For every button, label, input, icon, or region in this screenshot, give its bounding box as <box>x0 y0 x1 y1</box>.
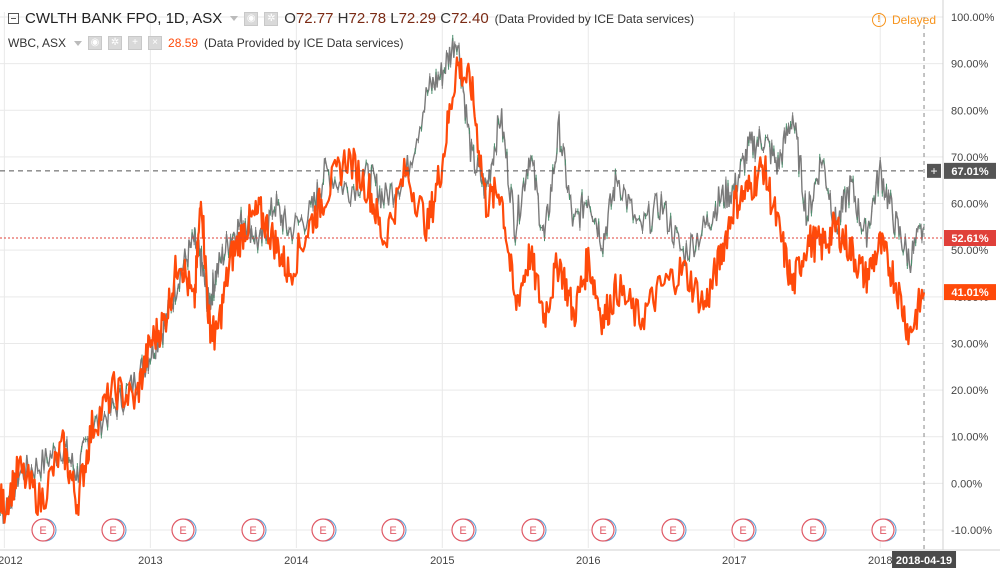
y-tick-label: -10.00% <box>951 525 992 537</box>
series-line-wbc[interactable] <box>0 56 926 524</box>
earnings-event-icon[interactable] <box>101 518 125 542</box>
y-tick-label: 0.00% <box>951 478 982 490</box>
gear-icon[interactable]: ✲ <box>108 36 123 50</box>
y-tick-label: 80.00% <box>951 105 989 117</box>
event-marker-label: E <box>739 525 746 537</box>
event-marker-label: E <box>109 525 116 537</box>
y-tick-label: 100.00% <box>951 12 995 24</box>
earnings-event-icon[interactable] <box>801 518 825 542</box>
earnings-event-icon[interactable] <box>381 518 405 542</box>
y-tick-label: 30.00% <box>951 338 989 350</box>
open-key: O <box>284 10 296 27</box>
event-marker-label: E <box>389 525 396 537</box>
earnings-event-icon[interactable] <box>521 518 545 542</box>
ohlc-values: O72.77 H72.78 L72.29 C72.40 <box>284 10 488 27</box>
chevron-down-icon[interactable] <box>74 40 83 46</box>
y-tick-label: 70.00% <box>951 152 989 164</box>
open-value: 72.77 <box>295 10 334 27</box>
earnings-event-icon[interactable] <box>451 518 475 542</box>
x-tick-label: 2013 <box>138 555 162 567</box>
event-marker-label: E <box>39 525 46 537</box>
chevron-down-icon[interactable] <box>230 16 239 21</box>
crosshair-date-box <box>892 551 957 568</box>
x-tick-label: 2018 <box>868 555 892 567</box>
x-tick-label: 2017 <box>722 555 746 567</box>
earnings-event-icon[interactable] <box>171 518 195 542</box>
series-line-cba[interactable] <box>0 37 925 524</box>
high-key: H <box>337 10 349 27</box>
event-marker-label: E <box>879 525 886 537</box>
price-label-box <box>944 162 996 179</box>
x-tick-label: 2014 <box>284 555 308 567</box>
event-marker-label: E <box>179 525 186 537</box>
main-series-legend: CWLTH BANK FPO, 1D, ASX ◉ ✲ O72.77 H72.7… <box>8 10 694 27</box>
y-tick-label: 20.00% <box>951 385 989 397</box>
x-tick-label: 2016 <box>576 555 600 567</box>
earnings-event-icon[interactable] <box>661 518 685 542</box>
compare-symbol[interactable]: WBC, ASX <box>8 36 67 50</box>
price-label: 41.01% <box>951 287 989 299</box>
y-tick-label: 90.00% <box>951 59 989 71</box>
event-marker-label: E <box>459 525 466 537</box>
y-tick-label: 60.00% <box>951 199 989 211</box>
earnings-event-icon[interactable] <box>731 518 755 542</box>
symbol-title[interactable]: CWLTH BANK FPO, 1D, ASX <box>25 10 223 27</box>
event-marker-label: E <box>319 525 326 537</box>
price-label-box <box>944 230 996 247</box>
y-tick-label: 50.00% <box>951 245 989 257</box>
earnings-event-icon[interactable] <box>311 518 335 542</box>
exclamation-circle-icon: ! <box>871 13 886 27</box>
high-value: 72.78 <box>348 10 387 27</box>
price-label-box <box>944 284 996 301</box>
event-marker-label: E <box>249 525 256 537</box>
gear-icon[interactable]: ✲ <box>264 11 279 26</box>
low-value: 72.29 <box>398 10 437 27</box>
low-key: L <box>390 10 399 27</box>
plus-icon[interactable]: + <box>930 164 937 178</box>
event-marker-label: E <box>669 525 676 537</box>
close-icon[interactable]: × <box>148 36 163 50</box>
close-key: C <box>440 10 452 27</box>
earnings-event-icon[interactable] <box>591 518 615 542</box>
x-tick-label: 2012 <box>0 555 23 567</box>
earnings-event-icon[interactable] <box>31 518 55 542</box>
plus-icon[interactable]: + <box>128 36 143 50</box>
x-tick-label: 2015 <box>430 555 454 567</box>
compare-series-legend: WBC, ASX ◉ ✲ + × 28.59 (Data Provided by… <box>8 36 403 50</box>
event-marker-label: E <box>599 525 606 537</box>
eye-icon[interactable]: ◉ <box>244 11 259 26</box>
close-value: 72.40 <box>451 10 489 27</box>
add-alert-button[interactable] <box>927 163 941 178</box>
data-provider-note: (Data Provided by ICE Data services) <box>494 11 695 26</box>
price-label: 52.61% <box>951 233 989 245</box>
collapse-legend-icon[interactable] <box>8 13 19 24</box>
eye-icon[interactable]: ◉ <box>88 36 103 50</box>
earnings-event-icon[interactable] <box>241 518 265 542</box>
earnings-event-icon[interactable] <box>871 518 895 542</box>
price-label: 67.01% <box>951 166 989 178</box>
event-marker-label: E <box>529 525 536 537</box>
compare-value: 28.59 <box>168 36 199 50</box>
crosshair-date-label: 2018-04-19 <box>896 555 952 567</box>
event-marker-label: E <box>809 525 816 537</box>
compare-provider-note: (Data Provided by ICE Data services) <box>204 36 404 50</box>
delayed-label: Delayed <box>891 13 936 27</box>
y-tick-label: 10.00% <box>951 432 989 444</box>
delayed-indicator[interactable]: ! Delayed <box>871 13 936 27</box>
